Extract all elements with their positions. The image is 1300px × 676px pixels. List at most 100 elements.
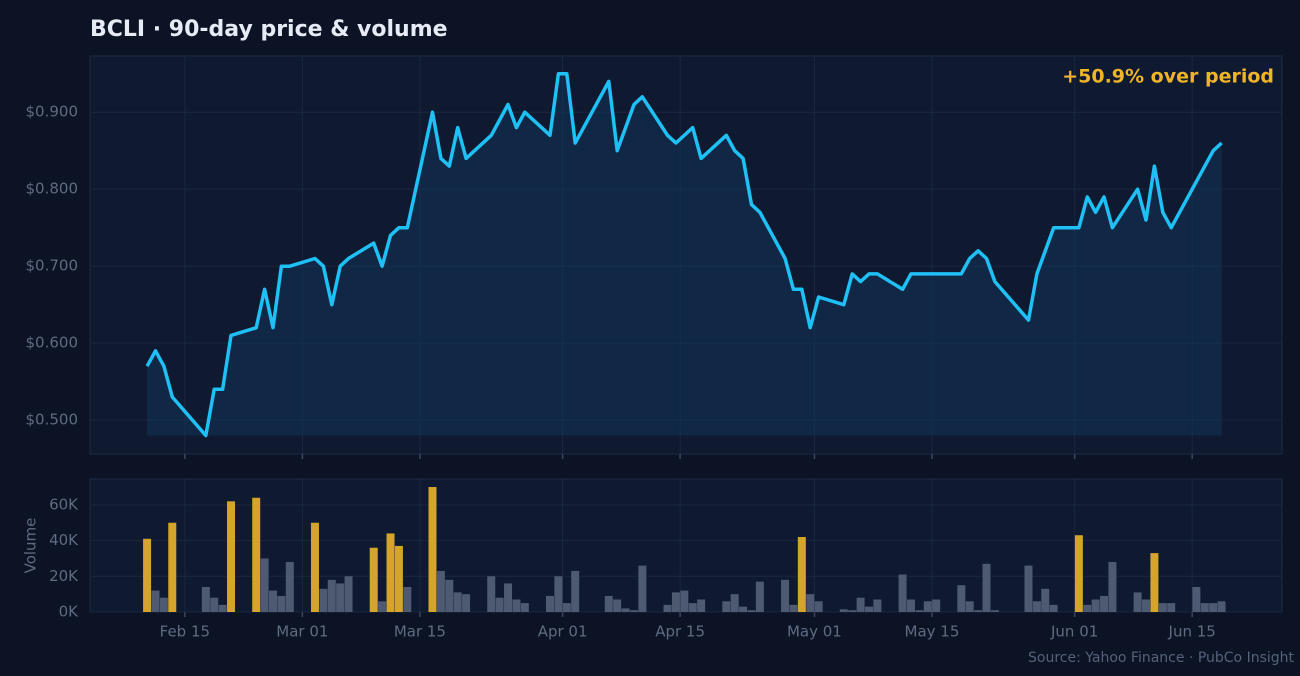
volume-bar (604, 595, 613, 612)
volume-bar (747, 610, 756, 612)
volume-bar (982, 563, 991, 612)
volume-bar (210, 597, 219, 612)
y-tick-label: $0.700 (26, 257, 79, 275)
volume-bar (260, 558, 269, 612)
volume-bar (252, 497, 261, 612)
volume-bar (906, 599, 915, 612)
volume-bar (974, 610, 983, 612)
volume-bar (806, 594, 815, 612)
y-tick-label: $0.800 (26, 180, 79, 198)
volume-bar (403, 587, 412, 612)
volume-bar (327, 579, 336, 612)
volume-bar (923, 601, 932, 612)
volume-bar (730, 594, 739, 612)
volume-bar (1091, 599, 1100, 612)
volume-bar (562, 603, 571, 612)
y-tick-label: 0K (59, 603, 80, 621)
volume-bar (386, 533, 395, 612)
volume-bar (227, 501, 236, 612)
volume-bar (546, 595, 555, 612)
volume-bar (159, 597, 168, 612)
volume-bar (504, 583, 513, 612)
volume-bar (722, 601, 731, 612)
volume-bar (512, 599, 521, 612)
volume-bar (739, 606, 748, 612)
y-tick-label: $0.500 (26, 411, 79, 429)
volume-bar (873, 599, 882, 612)
volume-bar (1024, 565, 1033, 612)
x-tick-label: May 15 (905, 623, 960, 641)
volume-bar (915, 610, 924, 612)
volume-bar (487, 576, 496, 612)
volume-bar (1133, 592, 1142, 612)
volume-bar (898, 574, 907, 612)
volume-bar (319, 588, 328, 612)
volume-bar (1192, 587, 1201, 612)
volume-bar (571, 570, 580, 612)
volume-bar (621, 608, 630, 612)
volume-bar (1142, 599, 1151, 612)
volume-bar (965, 601, 974, 612)
volume-bar (394, 545, 403, 612)
volume-bar (797, 537, 806, 612)
volume-bar (856, 597, 865, 612)
volume-bar (1150, 553, 1159, 612)
volume-bar (990, 610, 999, 612)
price-area (147, 73, 1222, 436)
volume-bar (789, 604, 798, 612)
volume-bar (663, 604, 672, 612)
volume-bar (445, 579, 454, 612)
volume-bar (369, 547, 378, 612)
volume-bar (218, 604, 227, 612)
volume-bar (436, 570, 445, 612)
x-tick-label: Apr 15 (655, 623, 705, 641)
volume-bar (285, 562, 294, 612)
volume-bar (781, 579, 790, 612)
volume-bar (428, 487, 437, 612)
x-tick-label: Apr 01 (538, 623, 588, 641)
y-tick-label: $0.900 (26, 103, 79, 121)
y-tick-label: 20K (49, 567, 79, 585)
source-note: Source: Yahoo Finance · PubCo Insight (1028, 650, 1295, 666)
volume-bar (168, 522, 177, 612)
volume-bar (688, 603, 697, 612)
volume-bar (495, 597, 504, 612)
volume-bar (1049, 604, 1058, 612)
volume-bar (957, 585, 966, 612)
x-tick-label: May 01 (787, 623, 842, 641)
volume-bar (1083, 604, 1092, 612)
volume-bar (336, 583, 345, 612)
volume-bar (201, 587, 210, 612)
volume-bar (848, 610, 857, 612)
volume-bar (814, 601, 823, 612)
y-tick-label: 40K (49, 531, 79, 549)
volume-bar (462, 594, 471, 612)
volume-bar (143, 538, 152, 612)
volume-bar (839, 609, 848, 612)
volume-bar (613, 599, 622, 612)
volume-bar (680, 590, 689, 612)
volume-bar (378, 601, 387, 612)
volume-bar (671, 592, 680, 612)
volume-bar (277, 595, 286, 612)
volume-bar (1209, 603, 1218, 612)
volume-bar (310, 522, 319, 612)
volume-bar (151, 590, 160, 612)
volume-bar (864, 606, 873, 612)
volume-bar (344, 576, 353, 612)
volume-bar (520, 603, 529, 612)
volume-bar (1100, 595, 1109, 612)
volume-bar (1108, 562, 1117, 612)
x-tick-label: Mar 15 (394, 623, 446, 641)
y-axis-label: Volume (22, 518, 40, 574)
volume-bar (1200, 603, 1209, 612)
volume-bar (755, 581, 764, 612)
y-tick-label: $0.600 (26, 334, 79, 352)
volume-bar (268, 590, 277, 612)
volume-bar (453, 592, 462, 612)
chart-title: BCLI · 90-day price & volume (90, 17, 448, 42)
x-tick-label: Jun 01 (1050, 623, 1098, 641)
volume-bar (1217, 601, 1226, 612)
